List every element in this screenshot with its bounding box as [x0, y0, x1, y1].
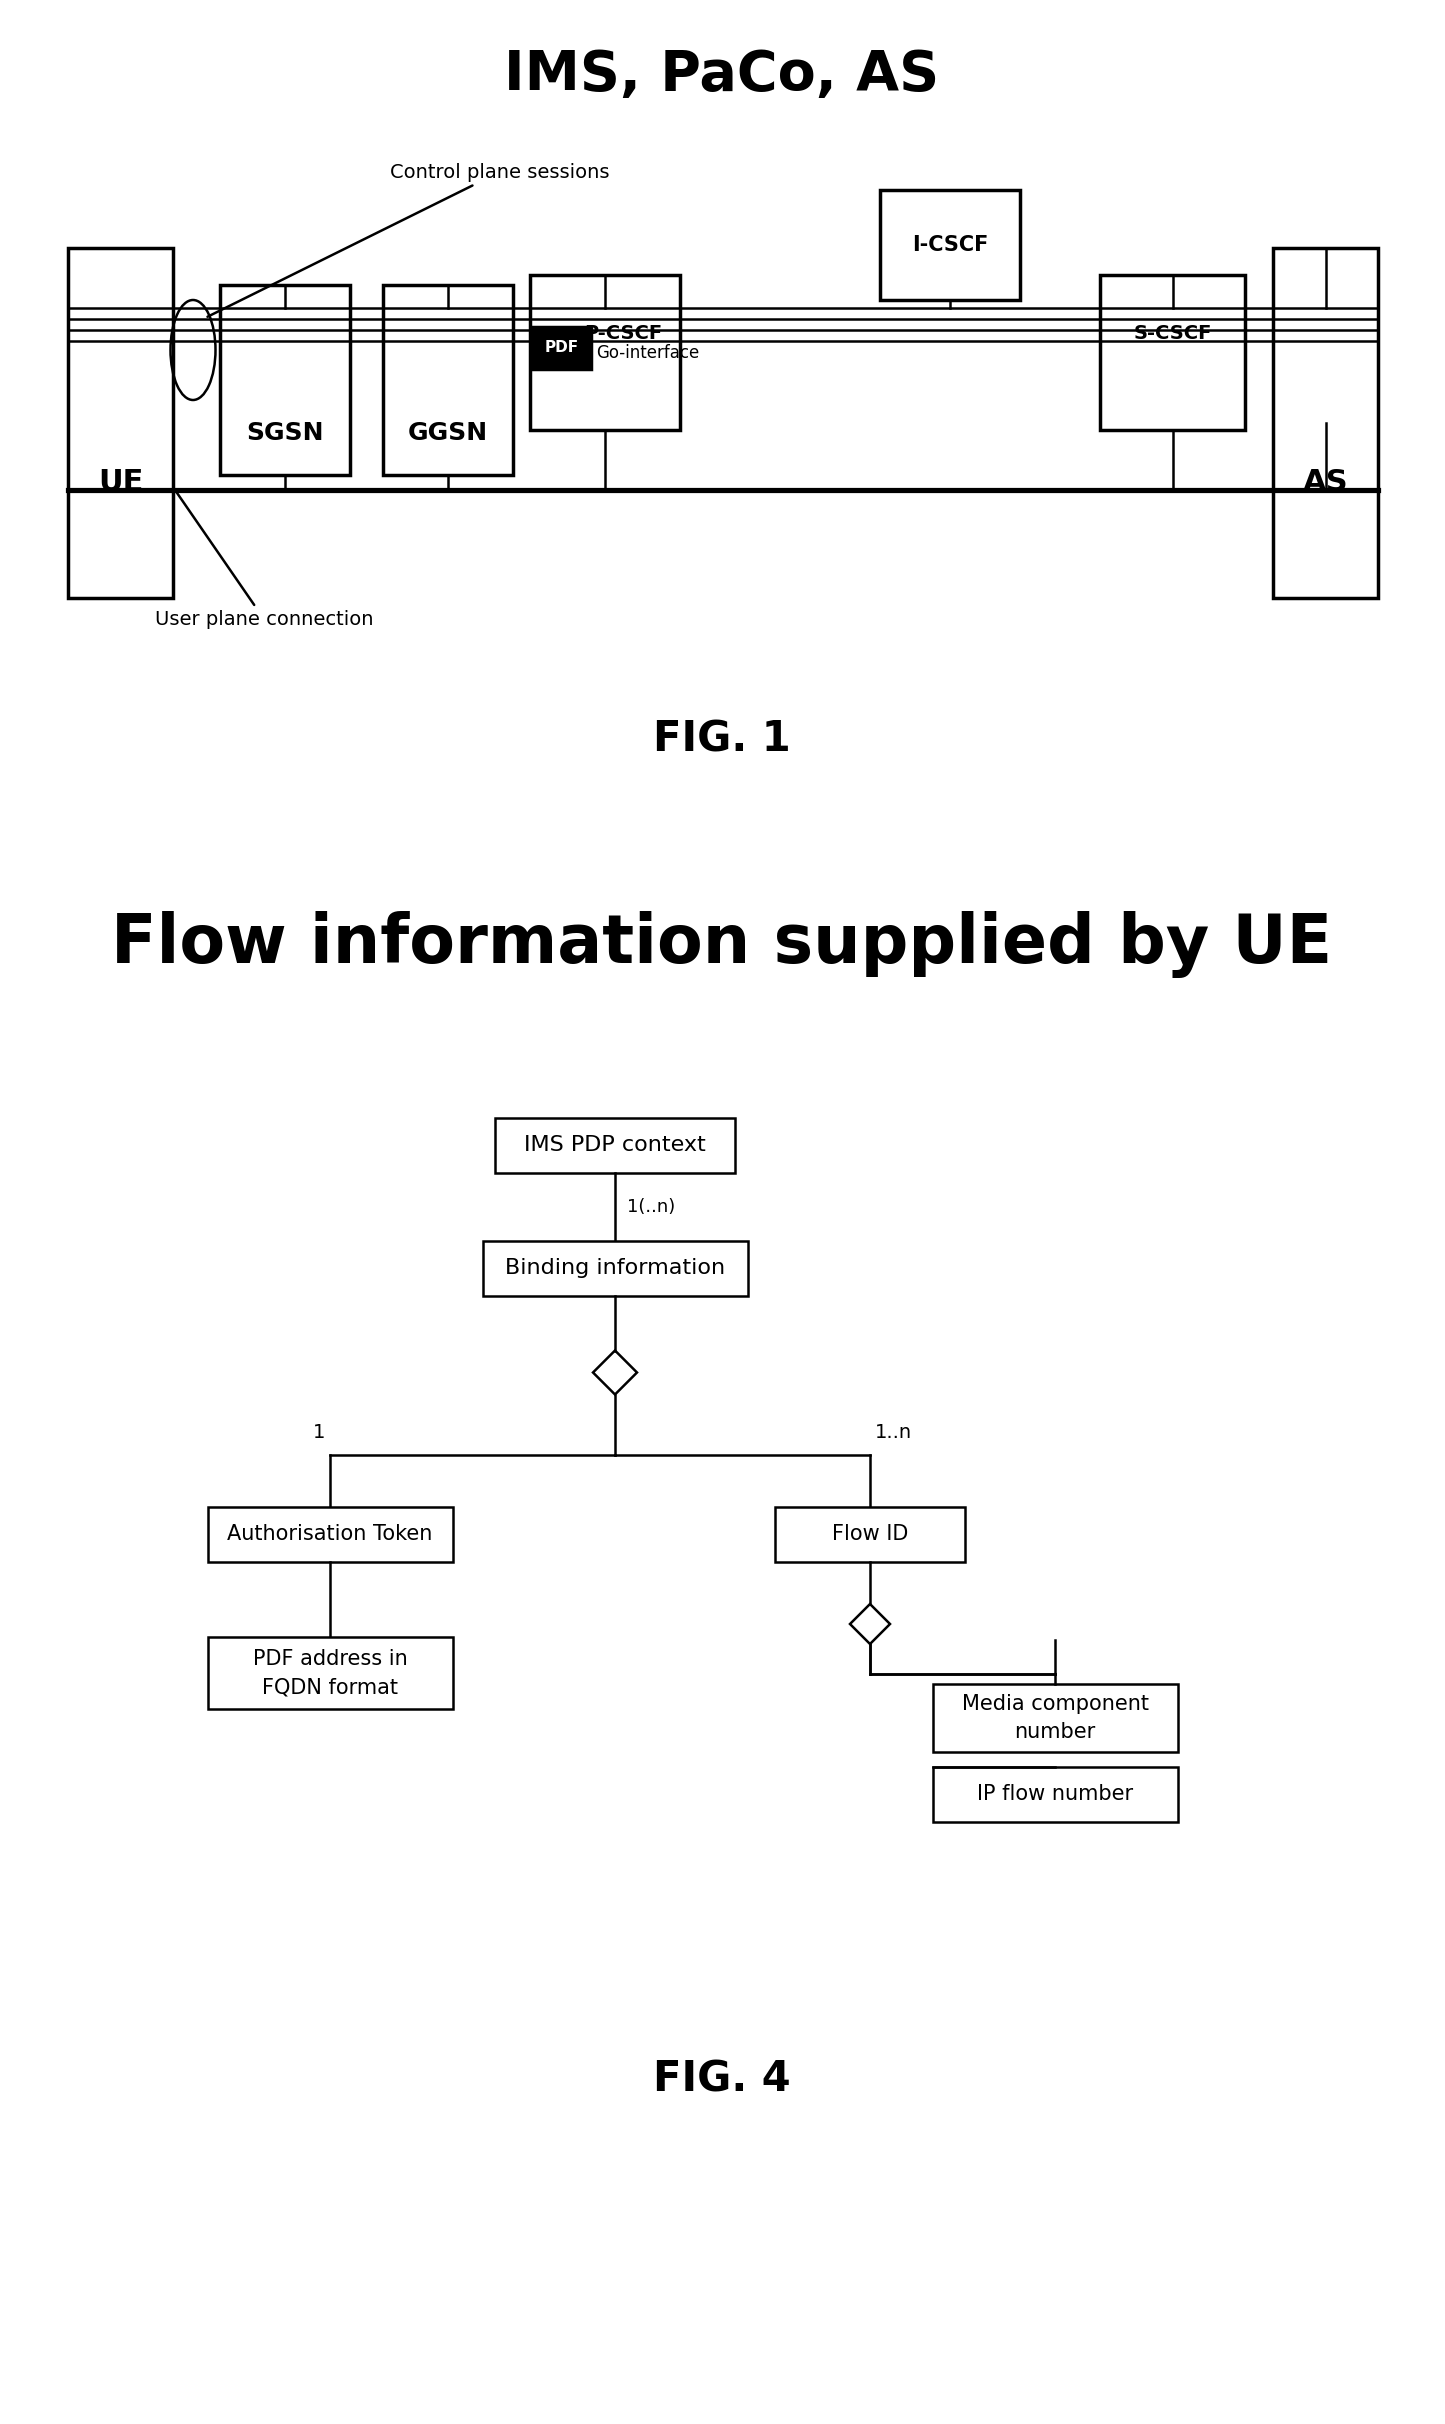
- Text: S-CSCF: S-CSCF: [1133, 325, 1212, 344]
- Bar: [932, 1685, 1178, 1753]
- Text: Binding information: Binding information: [504, 1258, 725, 1277]
- Text: Flow information supplied by UE: Flow information supplied by UE: [111, 911, 1332, 979]
- Text: IP flow number: IP flow number: [977, 1784, 1133, 1803]
- Text: Authorisation Token: Authorisation Token: [227, 1525, 432, 1544]
- Text: UE: UE: [98, 468, 143, 497]
- Text: PDF: PDF: [545, 339, 579, 356]
- Bar: [880, 189, 1020, 301]
- Text: I-CSCF: I-CSCF: [912, 235, 988, 255]
- Text: User plane connection: User plane connection: [155, 492, 373, 628]
- Bar: [496, 1117, 736, 1173]
- Bar: [483, 1241, 747, 1294]
- Text: Go-interface: Go-interface: [595, 344, 699, 361]
- Text: 1: 1: [312, 1423, 325, 1442]
- Text: 1(..n): 1(..n): [627, 1197, 675, 1214]
- Text: IMS PDP context: IMS PDP context: [525, 1134, 705, 1154]
- Text: Flow ID: Flow ID: [832, 1525, 909, 1544]
- Bar: [932, 1767, 1178, 1823]
- Text: SGSN: SGSN: [246, 422, 324, 446]
- Bar: [530, 274, 681, 429]
- Bar: [208, 1508, 452, 1561]
- Text: FIG. 4: FIG. 4: [653, 2058, 790, 2102]
- Bar: [533, 327, 591, 368]
- Text: IMS, PaCo, AS: IMS, PaCo, AS: [504, 48, 939, 102]
- Bar: [220, 286, 350, 475]
- Bar: [1273, 247, 1379, 599]
- Bar: [775, 1508, 965, 1561]
- Text: Media component
number: Media component number: [961, 1694, 1149, 1743]
- Text: AS: AS: [1303, 468, 1348, 497]
- Text: 1..n: 1..n: [876, 1423, 912, 1442]
- Bar: [68, 247, 173, 599]
- Bar: [383, 286, 513, 475]
- Text: P-CSCF: P-CSCF: [584, 325, 662, 344]
- Bar: [1100, 274, 1246, 429]
- Text: FIG. 1: FIG. 1: [653, 720, 790, 761]
- Text: PDF address in
FQDN format: PDF address in FQDN format: [253, 1648, 407, 1697]
- Text: GGSN: GGSN: [407, 422, 488, 446]
- Bar: [208, 1636, 452, 1709]
- Text: Control plane sessions: Control plane sessions: [208, 162, 610, 318]
